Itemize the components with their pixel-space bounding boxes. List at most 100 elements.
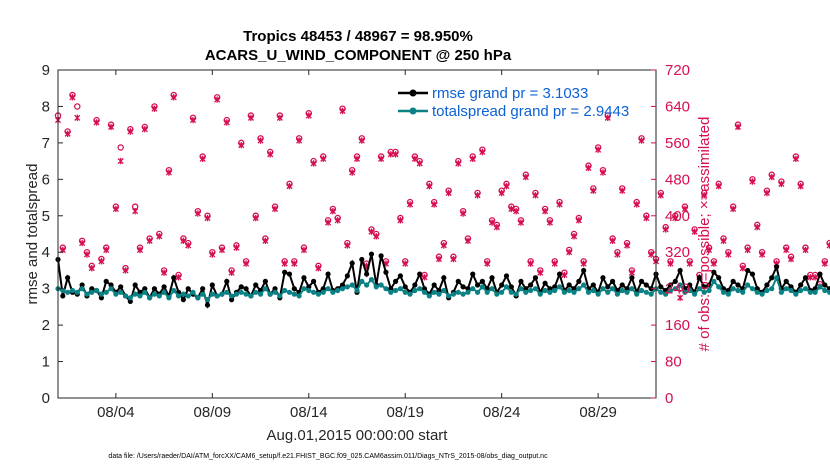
totalspread-point	[436, 291, 442, 297]
assimilated-obs-marker	[387, 151, 394, 158]
totalspread-point	[696, 286, 703, 292]
totalspread-point	[364, 282, 370, 288]
totalspread-point	[257, 291, 264, 297]
rmse-point	[667, 282, 674, 288]
totalspread-point	[296, 293, 302, 299]
totalspread-point	[542, 287, 548, 294]
totalspread-point	[585, 289, 592, 295]
rmse-point	[388, 286, 394, 292]
totalspread-point	[528, 287, 534, 294]
totalspread-point	[214, 293, 220, 299]
assimilated-obs-marker	[339, 107, 346, 115]
totalspread-point	[185, 293, 191, 299]
assimilated-obs-marker	[291, 260, 298, 267]
assimilated-obs-marker	[435, 255, 443, 263]
rmse-point	[556, 271, 563, 277]
x-axis-label: Aug.01,2015 00:00:00 start	[267, 427, 449, 444]
assimilated-obs-marker	[112, 205, 119, 213]
totalspread-point	[147, 295, 153, 301]
totalspread-point	[711, 278, 717, 284]
totalspread-point	[233, 291, 240, 297]
totalspread-point	[84, 291, 90, 297]
rmse-point	[769, 275, 775, 281]
assimilated-obs-marker	[686, 260, 693, 267]
totalspread-point	[609, 286, 616, 292]
rmse-point	[272, 286, 278, 292]
series-assimilated	[54, 94, 830, 301]
rmse-point	[60, 293, 66, 299]
rmse-point	[325, 271, 331, 277]
totalspread-point	[301, 286, 307, 292]
rmse-point	[663, 287, 669, 294]
rmse-point	[253, 282, 259, 288]
rmse-point	[701, 284, 707, 290]
rmse-point	[286, 271, 293, 277]
assimilated-obs-marker	[508, 205, 515, 213]
totalspread-point	[200, 291, 206, 297]
totalspread-point	[113, 291, 119, 297]
totalspread-point	[421, 289, 428, 295]
assimilated-obs-marker	[672, 214, 679, 222]
assimilated-obs-marker	[223, 119, 230, 126]
rmse-point	[566, 282, 572, 288]
assimilated-obs-marker	[802, 246, 809, 254]
assimilated-obs-marker	[358, 137, 365, 144]
x-tick-label: 08/24	[483, 404, 521, 421]
y-right-tick-label: 640	[665, 98, 690, 115]
rmse-point	[465, 286, 471, 292]
assimilated-obs-marker	[575, 217, 582, 224]
rmse-point	[788, 284, 794, 290]
totalspread-point	[552, 287, 558, 294]
totalspread-point	[749, 286, 756, 292]
totalspread-point	[272, 289, 278, 295]
assimilated-obs-marker	[792, 155, 799, 163]
totalspread-point	[479, 284, 485, 290]
rmse-point	[479, 278, 485, 284]
totalspread-point	[412, 287, 418, 294]
y-right-tick-label: 320	[665, 244, 690, 261]
assimilated-obs-marker	[286, 182, 293, 190]
rmse-point	[629, 275, 635, 281]
totalspread-point	[773, 275, 780, 281]
rmse-point	[320, 286, 326, 292]
totalspread-point	[166, 295, 172, 301]
assimilated-obs-marker	[146, 237, 153, 245]
totalspread-point	[571, 289, 577, 295]
rmse-point	[638, 278, 645, 284]
assimilated-obs-marker	[513, 208, 520, 215]
rmse-point	[142, 286, 148, 292]
totalspread-point	[291, 291, 297, 297]
assimilated-obs-marker	[397, 217, 404, 224]
assimilated-obs-marker	[580, 260, 587, 267]
assimilated-obs-marker	[88, 264, 95, 272]
assimilated-obs-marker	[325, 219, 332, 226]
totalspread-point	[691, 291, 698, 297]
assimilated-obs-marker	[469, 155, 476, 163]
assimilated-obs-marker	[233, 244, 240, 251]
assimilated-obs-marker	[532, 192, 539, 199]
assimilated-obs-marker	[218, 246, 226, 254]
totalspread-point	[383, 286, 389, 292]
chart-title-line1: Tropics 48453 / 48967 = 98.950%	[243, 28, 473, 45]
rmse-point	[605, 284, 611, 290]
assimilated-obs-marker	[416, 160, 423, 167]
assimilated-obs-marker	[787, 255, 795, 263]
rmse-point	[417, 271, 423, 277]
x-tick-label: 08/29	[579, 404, 617, 421]
totalspread-point	[465, 289, 471, 295]
rmse-point	[523, 286, 529, 292]
y-right-tick-label: 720	[665, 62, 690, 79]
totalspread-point	[822, 287, 828, 294]
assimilated-obs-marker	[734, 123, 742, 131]
rmse-point	[600, 275, 606, 281]
assimilated-obs-marker	[590, 187, 597, 194]
totalspread-point	[368, 276, 375, 283]
rmse-point	[470, 271, 476, 277]
assimilated-obs-marker	[209, 251, 216, 258]
totalspread-point	[219, 291, 225, 297]
assimilated-obs-marker	[662, 226, 669, 233]
assimilated-obs-marker	[595, 146, 602, 153]
assimilated-obs-marker	[98, 258, 105, 265]
assimilated-obs-marker	[503, 182, 510, 190]
legend-marker-rmse	[409, 89, 417, 97]
